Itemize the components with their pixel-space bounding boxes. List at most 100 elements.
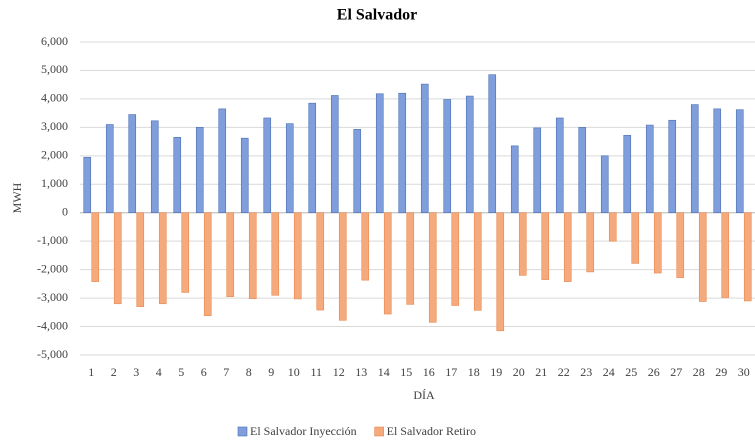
- bar: [578, 127, 587, 214]
- legend-swatch: [237, 426, 248, 437]
- legend-label: El Salvador Inyección: [250, 424, 357, 438]
- y-tick-label: 4,000: [41, 91, 68, 105]
- y-tick-label: 3,000: [41, 119, 68, 133]
- legend-swatch: [374, 426, 384, 437]
- bar: [195, 127, 204, 214]
- y-tick-label: -5,000: [37, 347, 68, 361]
- bar: [128, 114, 137, 214]
- bar: [173, 137, 182, 214]
- x-tick-label: 27: [670, 365, 682, 379]
- bar: [218, 108, 227, 214]
- bar: [713, 108, 722, 214]
- y-axis-title: MWH: [10, 182, 24, 213]
- bar: [181, 212, 190, 293]
- y-tick-label: 1,000: [41, 176, 68, 190]
- x-tick-label: 3: [133, 365, 139, 379]
- bar: [398, 92, 407, 214]
- bar: [743, 212, 752, 302]
- x-tick-label: 20: [513, 365, 525, 379]
- y-tick-label: 5,000: [41, 62, 68, 76]
- bar: [383, 212, 392, 315]
- x-axis-title: DÍA: [413, 388, 435, 402]
- x-tick-label: 26: [648, 365, 660, 379]
- x-tick-label: 12: [333, 365, 345, 379]
- x-tick-label: 15: [400, 365, 412, 379]
- x-tick-label: 2: [111, 365, 117, 379]
- bar: [338, 212, 347, 321]
- bar: [555, 117, 564, 214]
- x-tick-label: 8: [246, 365, 252, 379]
- x-tick-label: 1: [88, 365, 94, 379]
- bar: [158, 212, 167, 305]
- bar: [308, 102, 317, 214]
- bar: [113, 212, 122, 305]
- bar: [451, 212, 460, 306]
- x-tick-label: 6: [201, 365, 207, 379]
- x-tick-label: 21: [535, 365, 547, 379]
- bar: [375, 93, 384, 214]
- x-tick-label: 5: [178, 365, 184, 379]
- x-tick-label: 22: [558, 365, 570, 379]
- x-tick-label: 28: [693, 365, 705, 379]
- y-tick-label: 6,000: [41, 34, 68, 48]
- bar: [226, 212, 235, 297]
- bar: [271, 212, 280, 296]
- bar: [600, 155, 609, 214]
- bar: [645, 124, 654, 214]
- bar: [653, 212, 662, 274]
- y-tick-label: 0: [62, 204, 68, 218]
- bar: [465, 95, 474, 214]
- bar: [510, 145, 519, 214]
- bar: [473, 212, 482, 311]
- bar: [316, 212, 325, 311]
- bar: [623, 135, 632, 214]
- bar: [248, 212, 257, 299]
- bar: [203, 212, 212, 317]
- bar: [735, 109, 744, 214]
- legend-label: El Salvador Retiro: [387, 424, 476, 438]
- y-tick-label: -3,000: [37, 290, 68, 304]
- y-tick-label: -2,000: [37, 261, 68, 275]
- y-tick-label: -1,000: [37, 233, 68, 247]
- bar: [488, 74, 497, 214]
- bar: [443, 99, 452, 214]
- x-tick-label: 4: [156, 365, 162, 379]
- x-tick-label: 9: [268, 365, 274, 379]
- bar: [293, 212, 302, 300]
- bar: [428, 212, 437, 323]
- bar: [586, 212, 595, 273]
- bar: [361, 212, 370, 281]
- x-tick-label: 11: [310, 365, 322, 379]
- bar: [698, 212, 707, 302]
- bar: [285, 123, 294, 214]
- bar: [353, 129, 362, 214]
- bar: [690, 104, 699, 214]
- bar: [136, 212, 145, 307]
- bar: [721, 212, 730, 298]
- y-tick-label: -4,000: [37, 318, 68, 332]
- bar: [330, 95, 339, 214]
- x-tick-label: 13: [355, 365, 367, 379]
- bar: [668, 119, 677, 214]
- y-tick-label: 2,000: [41, 148, 68, 162]
- x-tick-label: 29: [715, 365, 727, 379]
- bar: [533, 127, 542, 214]
- bar: [91, 212, 100, 282]
- x-tick-label: 7: [223, 365, 229, 379]
- bar: [420, 83, 429, 214]
- x-tick-label: 23: [580, 365, 592, 379]
- bar: [563, 212, 572, 282]
- bar: [263, 117, 272, 214]
- bar: [105, 124, 114, 214]
- x-tick-label: 30: [738, 365, 750, 379]
- bar: [496, 212, 505, 332]
- chart-title: El Salvador: [337, 7, 417, 24]
- x-tick-label: 17: [445, 365, 457, 379]
- bar: [631, 212, 640, 264]
- bar: [608, 212, 617, 242]
- bar: [406, 212, 415, 305]
- bar: [518, 212, 527, 276]
- x-tick-label: 10: [288, 365, 300, 379]
